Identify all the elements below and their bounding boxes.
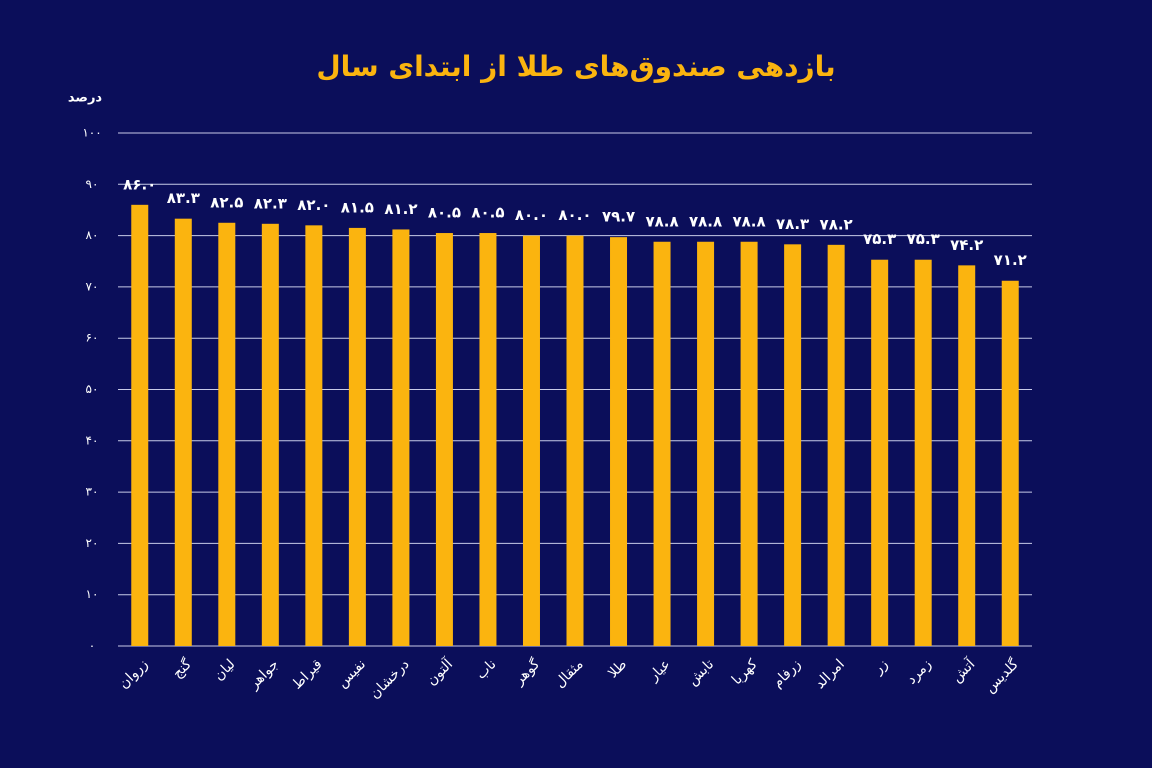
value-label: ۷۵.۳	[863, 230, 896, 248]
bar	[653, 241, 671, 647]
bar	[566, 235, 584, 646]
value-label: ۷۸.۳	[776, 215, 809, 233]
value-label: ۸۱.۲	[384, 200, 417, 218]
bar	[784, 244, 802, 647]
x-tick-label: زروان	[116, 656, 152, 692]
x-tick-label: جواهر	[245, 656, 282, 693]
y-tick-label: ۰	[89, 639, 95, 653]
value-label: ۸۰.۰	[558, 206, 591, 224]
value-label: ۷۵.۳	[907, 230, 940, 248]
bar	[261, 223, 279, 646]
value-label: ۸۳.۳	[167, 189, 200, 207]
bar	[958, 265, 976, 646]
x-tick-label: گوهر	[510, 655, 543, 688]
y-tick-label: ۱۰	[86, 587, 99, 601]
bar	[610, 237, 628, 647]
x-tick-label: درخشان	[367, 656, 413, 702]
value-label: ۸۰.۵	[471, 204, 504, 222]
x-tick-label: زرفام	[770, 656, 805, 691]
x-tick-label: زر	[870, 656, 892, 678]
x-tick-label: تابش	[685, 656, 718, 689]
x-tick-label: نفیس	[334, 656, 369, 691]
bar	[740, 241, 758, 647]
bar	[131, 204, 149, 646]
value-label: ۷۸.۸	[645, 212, 678, 230]
x-tick-label: لیان	[211, 656, 239, 684]
value-label: ۷۱.۲	[994, 251, 1027, 269]
x-tick-label: گنج	[169, 655, 195, 681]
x-tick-label: عیار	[645, 656, 674, 685]
y-tick-label: ۵۰	[86, 382, 99, 396]
x-tick-label: آلتون	[423, 655, 457, 689]
value-label: ۸۶.۰	[123, 175, 156, 193]
chart-title: بازدهی صندوق‌های طلا از ابتدای سال	[316, 50, 835, 83]
value-label: ۷۸.۸	[733, 212, 766, 230]
y-tick-label: ۴۰	[86, 433, 99, 447]
y-tick-label: ۸۰	[86, 228, 99, 242]
y-tick-label: ۳۰	[86, 485, 99, 499]
bar	[479, 233, 497, 646]
bar	[174, 218, 192, 646]
x-tick-label: گلدیس	[981, 655, 1022, 696]
bar	[871, 259, 889, 646]
y-axis-label: درصد	[68, 91, 103, 106]
bar	[392, 229, 410, 646]
value-label: ۷۹.۷	[602, 208, 635, 226]
x-tick-label: طلا	[605, 656, 630, 681]
value-label: ۸۱.۵	[341, 198, 374, 216]
bar	[218, 222, 236, 646]
value-label: ۷۸.۸	[689, 212, 722, 230]
bar	[305, 225, 323, 646]
y-tick-label: ۲۰	[86, 536, 99, 550]
bar	[914, 259, 932, 646]
value-label: ۷۴.۲	[950, 236, 983, 254]
y-tick-label: ۷۰	[86, 279, 99, 293]
x-tick-label: مثقال	[552, 656, 587, 691]
value-label: ۷۸.۲	[820, 215, 853, 233]
x-tick-label: کهربا	[729, 656, 761, 688]
x-tick-label: آتش	[948, 655, 979, 686]
bar	[348, 227, 366, 646]
x-tick-label: ناب	[473, 656, 499, 682]
value-label: ۸۰.۵	[428, 204, 461, 222]
y-tick-label: ۹۰	[86, 177, 99, 191]
value-label: ۸۲.۳	[254, 194, 287, 212]
value-label: ۸۲.۵	[210, 193, 243, 211]
bar	[522, 235, 540, 646]
value-label: ۸۰.۰	[515, 206, 548, 224]
x-tick-label: امرالد	[812, 656, 848, 692]
bar	[697, 241, 715, 647]
y-tick-label: ۶۰	[86, 331, 99, 345]
y-tick-label: ۱۰۰	[82, 126, 101, 140]
bar	[435, 233, 453, 646]
bar	[1001, 280, 1019, 646]
x-tick-label: قیراط	[289, 656, 325, 692]
value-label: ۸۲.۰	[297, 196, 330, 214]
bar	[827, 244, 845, 647]
x-tick-label: زمرد	[904, 656, 935, 687]
